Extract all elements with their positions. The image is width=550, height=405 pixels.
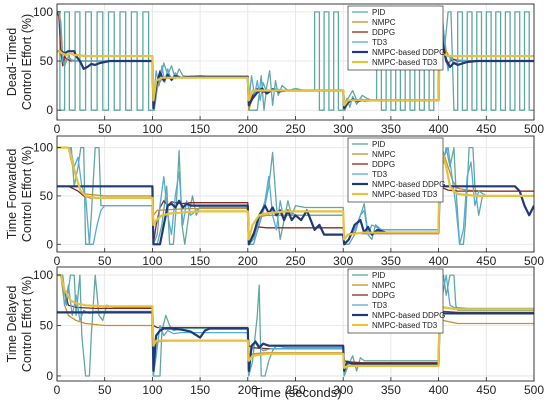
y-tick-label: 100: [33, 141, 53, 155]
panel-2: 0 50 100 150 200 250 300 350 400 450 500 0 50 100 Time…: [5, 135, 544, 268]
x-tick-label: 200: [238, 254, 258, 268]
x-tick-label: 350: [381, 383, 401, 397]
x-tick-label: 0: [54, 383, 61, 397]
x-axis-label: Time (seconds): [252, 385, 341, 400]
y-axis-label-line1: Dead-Timed: [5, 28, 19, 96]
y-tick-label: 0: [46, 237, 53, 251]
x-tick-label: 150: [190, 254, 210, 268]
legend-entry: NMPC-based TD3: [372, 190, 438, 199]
x-tick-label: 300: [333, 122, 353, 136]
legend-entry: NMPC-based DDPG: [372, 180, 445, 189]
x-tick-label: 450: [476, 254, 496, 268]
x-tick-label: 450: [476, 383, 496, 397]
legend-entry: PID: [372, 8, 386, 17]
x-tick-label: 500: [524, 383, 544, 397]
x-tick-label: 200: [238, 383, 258, 397]
legend-entry: NMPC: [372, 281, 396, 290]
x-tick-label: 300: [333, 383, 353, 397]
legend-entry: TD3: [372, 38, 388, 47]
x-tick-label: 500: [524, 122, 544, 136]
x-tick-label: 400: [429, 254, 449, 268]
y-tick-label: 0: [46, 103, 53, 117]
series-group: [57, 146, 534, 246]
legend-box: [347, 268, 444, 334]
legend-entry: NMPC-based DDPG: [372, 48, 445, 57]
x-tick-label: 250: [285, 122, 305, 136]
y-axis-label-line1: Time Delayed: [5, 286, 19, 363]
y-tick-label: 100: [33, 268, 53, 282]
x-tick-label: 50: [98, 383, 112, 397]
series-line-pid: [57, 146, 534, 245]
x-tick-label: 450: [476, 122, 496, 136]
legend-entry: PID: [372, 140, 386, 149]
panel-1: 0 50 100 150 200 250 300 350 400 450 500 0 50 100 Dead…: [5, 3, 544, 136]
y-axis-label-line2: Control Effort (%): [20, 14, 34, 110]
legend-box: [347, 5, 444, 71]
legend-entry: NMPC: [372, 150, 396, 159]
y-axis-label-line1: Time Forwarded: [5, 149, 19, 240]
x-tick-label: 100: [142, 383, 162, 397]
legend-entry: DDPG: [372, 160, 395, 169]
x-tick-label: 250: [285, 383, 305, 397]
x-tick-label: 200: [238, 122, 258, 136]
panel-3: 0 50 100 150 200 250 300 350 400 450 500 0 50 100 Time…: [5, 266, 544, 397]
series-line-nmpc-based-td3: [57, 50, 534, 107]
y-tick-label: 0: [46, 369, 53, 383]
x-tick-label: 100: [142, 254, 162, 268]
x-tick-label: 100: [142, 122, 162, 136]
y-tick-label: 100: [33, 5, 53, 19]
x-tick-label: 0: [54, 122, 61, 136]
legend-entry: NMPC-based TD3: [372, 321, 438, 330]
x-tick-label: 350: [381, 122, 401, 136]
legend-box: [347, 137, 444, 203]
x-tick-label: 400: [429, 122, 449, 136]
y-tick-label: 50: [40, 54, 54, 68]
series-line-nmpc-based-td3: [57, 146, 534, 241]
x-tick-label: 300: [333, 254, 353, 268]
x-tick-label: 150: [190, 122, 210, 136]
y-tick-label: 50: [40, 319, 54, 333]
legend-entry: NMPC-based DDPG: [372, 311, 445, 320]
x-tick-label: 150: [190, 383, 210, 397]
x-tick-label: 50: [98, 122, 112, 136]
series-line-pid: [57, 11, 534, 111]
legend-entry: TD3: [372, 170, 388, 179]
series-line-nmpc-based-td3: [57, 274, 534, 369]
x-tick-label: 400: [429, 383, 449, 397]
y-axis-label-line2: Control Effort (%): [20, 146, 34, 242]
legend-entry: DDPG: [372, 291, 395, 300]
y-tick-label: 50: [40, 189, 54, 203]
series-line-td3: [57, 146, 534, 245]
x-tick-label: 0: [54, 254, 61, 268]
x-tick-label: 350: [381, 254, 401, 268]
legend-entry: DDPG: [372, 28, 395, 37]
legend-entry: NMPC: [372, 18, 396, 27]
series-group: [57, 274, 534, 377]
legend-entry: NMPC-based TD3: [372, 58, 438, 67]
legend-entry: TD3: [372, 301, 388, 310]
series-line-nmpc-based-ddpg: [57, 311, 534, 372]
legend-entry: PID: [372, 271, 386, 280]
x-tick-label: 250: [285, 254, 305, 268]
x-tick-label: 50: [98, 254, 112, 268]
x-tick-label: 500: [524, 254, 544, 268]
y-axis-label-line2: Control Effort (%): [20, 276, 34, 372]
